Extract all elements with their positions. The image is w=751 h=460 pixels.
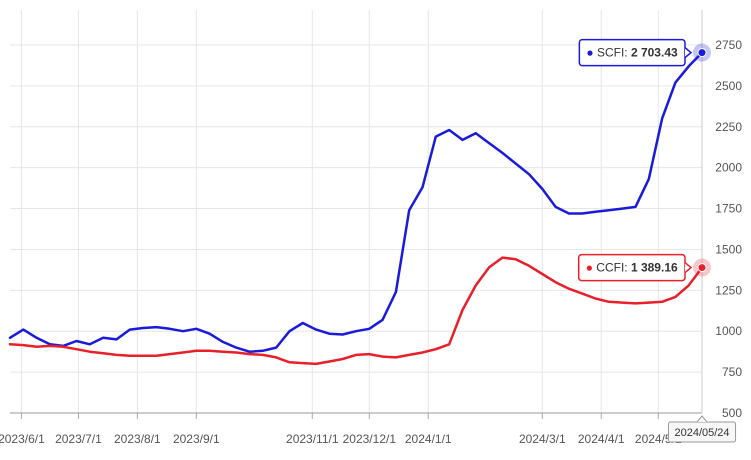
x-tick-label: 2024/1/1 (405, 432, 452, 446)
grid (10, 10, 702, 414)
y-tick-label: 1000 (715, 324, 742, 338)
scfi-tooltip: ● SCFI: 2 703.43 (578, 38, 693, 67)
tooltip-label: SCFI: (597, 46, 631, 60)
x-tick-label: 2023/11/1 (286, 432, 339, 446)
tooltips: ● SCFI: 2 703.43● CCFI: 1 389.162024/05/… (577, 38, 737, 443)
tooltip-pointer (684, 47, 693, 59)
y-tick-label: 500 (722, 406, 742, 420)
tooltip-text: ● CCFI: 1 389.16 (586, 261, 678, 275)
tooltip-pointer (684, 261, 693, 274)
y-tick-label: 1500 (715, 242, 742, 256)
x-tick-label: 2024/4/1 (578, 432, 625, 446)
tooltip-bullet: ● (586, 261, 597, 275)
crosshair-date-badge: 2024/05/24 (667, 415, 737, 443)
y-tick-label: 750 (722, 365, 742, 379)
x-tick-label: 2023/7/1 (55, 432, 102, 446)
crosshair-date-label: 2024/05/24 (674, 427, 729, 439)
y-tick-label: 2000 (715, 161, 742, 175)
y-tick-label: 1250 (715, 283, 742, 297)
scfi-line (8, 51, 704, 353)
tooltip-label: CCFI: (596, 261, 631, 275)
scfi-hover-point (697, 48, 707, 58)
tooltip-value: 1 389.16 (631, 261, 678, 275)
ccfi-hover-point (697, 263, 707, 273)
x-tick-label: 2023/12/1 (343, 432, 397, 446)
x-tick-label: 2024/3/1 (519, 432, 566, 446)
date-badge-pointer (696, 415, 708, 423)
y-tick-label: 2750 (715, 38, 742, 52)
tooltip-text: ● SCFI: 2 703.43 (586, 46, 678, 60)
y-tick-label: 1750 (715, 202, 742, 216)
axes: 500 750 1000 1250 1500 1750 2000 2250 2500 2750 20… (0, 10, 742, 446)
tooltip-value: 2 703.43 (631, 46, 678, 60)
ccfi-tooltip: ● CCFI: 1 389.16 (577, 253, 693, 282)
series-lines (8, 51, 704, 366)
y-tick-label: 2500 (715, 79, 742, 93)
y-tick-label: 2250 (715, 120, 742, 134)
x-tick-label: 2023/6/1 (0, 432, 45, 446)
hover-markers (693, 10, 711, 413)
ccfi-line (8, 256, 704, 366)
tooltip-bullet: ● (586, 46, 597, 60)
x-tick-label: 2023/9/1 (173, 432, 220, 446)
x-tick-label: 2023/8/1 (114, 432, 161, 446)
